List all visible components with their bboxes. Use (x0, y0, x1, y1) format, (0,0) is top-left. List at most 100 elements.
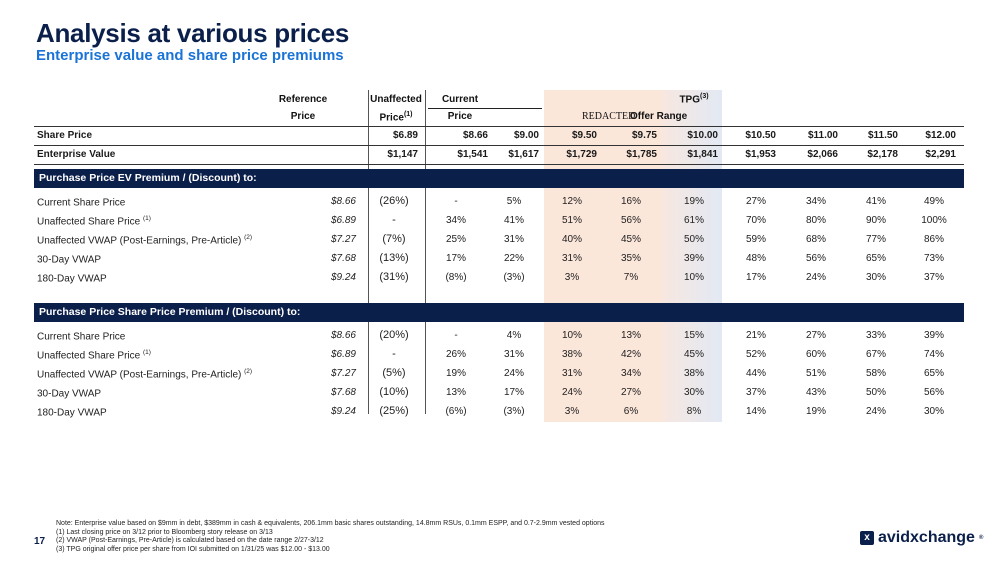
row-label: Current Share Price (37, 197, 126, 209)
premium-value: 30% (865, 272, 886, 283)
enterprise-value-value: $1,617 (508, 149, 539, 160)
premium-value: 50% (865, 387, 886, 398)
enterprise-value-value: $2,291 (925, 149, 956, 160)
premium-value: 58% (865, 368, 886, 379)
row-label: Unaffected Share Price (1) (37, 349, 151, 362)
premium-value: 34% (445, 215, 466, 226)
unaffected-premium: - (392, 348, 396, 360)
row-label: Unaffected Share Price (1) (37, 215, 151, 228)
premium-value: 17% (745, 272, 766, 283)
reference-price: $8.66 (330, 196, 356, 207)
reference-price: $9.24 (330, 272, 356, 283)
section-header-ev-premium: Purchase Price EV Premium / (Discount) t… (34, 169, 964, 188)
premium-value: 31% (503, 349, 524, 360)
premium-value: 68% (805, 234, 826, 245)
share-price-label: Share Price (37, 130, 93, 141)
unaffected-premium: (31%) (379, 271, 409, 283)
premium-value: 3% (564, 406, 580, 417)
enterprise-value-value: $1,147 (387, 149, 418, 160)
premium-value: 48% (745, 253, 766, 264)
premium-value: 30% (923, 406, 944, 417)
logo-mark-icon: x (860, 531, 874, 545)
reference-price: $6.89 (330, 215, 356, 226)
share-price-value: $8.66 (462, 130, 488, 141)
premium-value: 13% (445, 387, 466, 398)
row-label: Unaffected VWAP (Post-Earnings, Pre-Arti… (37, 234, 253, 247)
premium-value: 31% (503, 234, 524, 245)
premium-value: 49% (923, 196, 944, 207)
row-label: Unaffected VWAP (Post-Earnings, Pre-Arti… (37, 368, 253, 381)
premium-value: 3% (564, 272, 580, 283)
unaffected-premium: (10%) (379, 386, 409, 398)
premium-value: 52% (745, 349, 766, 360)
reference-price: $8.66 (330, 330, 356, 341)
premium-value: - (454, 196, 458, 207)
logo-trademark: ® (978, 535, 984, 541)
premium-value: 56% (805, 253, 826, 264)
unaffected-premium: (5%) (382, 367, 406, 379)
company-logo: x avidxchange ® (860, 529, 983, 547)
reference-price: $7.68 (330, 253, 356, 264)
premium-value: 60% (805, 349, 826, 360)
table-row: Current Share Price $8.66 (26%) - 5% 12%… (34, 193, 964, 211)
premium-value: 51% (805, 368, 826, 379)
current-header-line2: Price (447, 111, 473, 122)
premium-value: (3%) (503, 406, 525, 417)
premium-value: 43% (805, 387, 826, 398)
premium-value: 33% (865, 330, 886, 341)
premium-value: 21% (745, 330, 766, 341)
enterprise-value-value: $1,953 (745, 149, 776, 160)
share-price-value: $9.50 (571, 130, 597, 141)
enterprise-value-value: $1,541 (457, 149, 488, 160)
table-row: Unaffected Share Price (1) $6.89 - 34% 4… (34, 212, 964, 230)
premium-value: 56% (620, 215, 641, 226)
reference-price: $7.27 (330, 368, 356, 379)
share-price-rule (34, 145, 964, 146)
premium-value: 100% (921, 215, 947, 226)
premium-value: 73% (923, 253, 944, 264)
premium-value: 86% (923, 234, 944, 245)
premium-value: 26% (445, 349, 466, 360)
premium-value: 24% (865, 406, 886, 417)
footnote-line: (3) TPG original offer price per share f… (56, 545, 330, 553)
redacted-label: REDACTED (582, 111, 636, 122)
share-price-value: $10.50 (745, 130, 776, 141)
premium-value: 50% (683, 234, 704, 245)
premium-value: 6% (623, 406, 639, 417)
premium-value: 90% (865, 215, 886, 226)
premium-value: 51% (561, 215, 582, 226)
premium-value: 27% (620, 387, 641, 398)
premium-value: 12% (561, 196, 582, 207)
enterprise-value-value: $2,066 (807, 149, 838, 160)
enterprise-value-value: $2,178 (867, 149, 898, 160)
premium-value: 67% (865, 349, 886, 360)
premium-value: 65% (923, 368, 944, 379)
footnote-line: (2) VWAP (Post-Earnings, Pre-Article) is… (56, 537, 324, 544)
premium-value: 39% (683, 253, 704, 264)
premium-value: 27% (805, 330, 826, 341)
reference-header-line1: Reference (278, 94, 328, 105)
premium-value: 5% (506, 196, 522, 207)
table-row: Unaffected VWAP (Post-Earnings, Pre-Arti… (34, 365, 964, 383)
reference-price: $7.68 (330, 387, 356, 398)
premium-value: 24% (503, 368, 524, 379)
table-row: 180-Day VWAP $9.24 (31%) (8%) (3%) 3% 7%… (34, 269, 964, 287)
premium-value: 19% (805, 406, 826, 417)
row-label: Current Share Price (37, 331, 126, 343)
row-label: 180-Day VWAP (37, 407, 107, 419)
premium-value: 34% (805, 196, 826, 207)
premium-value: 8% (686, 406, 702, 417)
share-price-value: $11.00 (807, 130, 838, 141)
footnotes: Note: Enterprise value based on $9mm in … (56, 520, 605, 554)
page-number: 17 (34, 536, 46, 547)
premium-value: 35% (620, 253, 641, 264)
share-price-value: $10.00 (687, 130, 718, 141)
premium-value: 13% (620, 330, 641, 341)
share-price-value: $11.50 (867, 130, 898, 141)
unaffected-premium: (13%) (379, 252, 409, 264)
premium-value: 41% (503, 215, 524, 226)
reference-price: $9.24 (330, 406, 356, 417)
premium-value: 19% (683, 196, 704, 207)
premium-value: 31% (561, 368, 582, 379)
premium-value: 40% (561, 234, 582, 245)
